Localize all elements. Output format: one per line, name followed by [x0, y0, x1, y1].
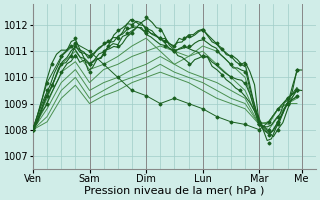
X-axis label: Pression niveau de la mer( hPa ): Pression niveau de la mer( hPa ) — [84, 186, 265, 196]
